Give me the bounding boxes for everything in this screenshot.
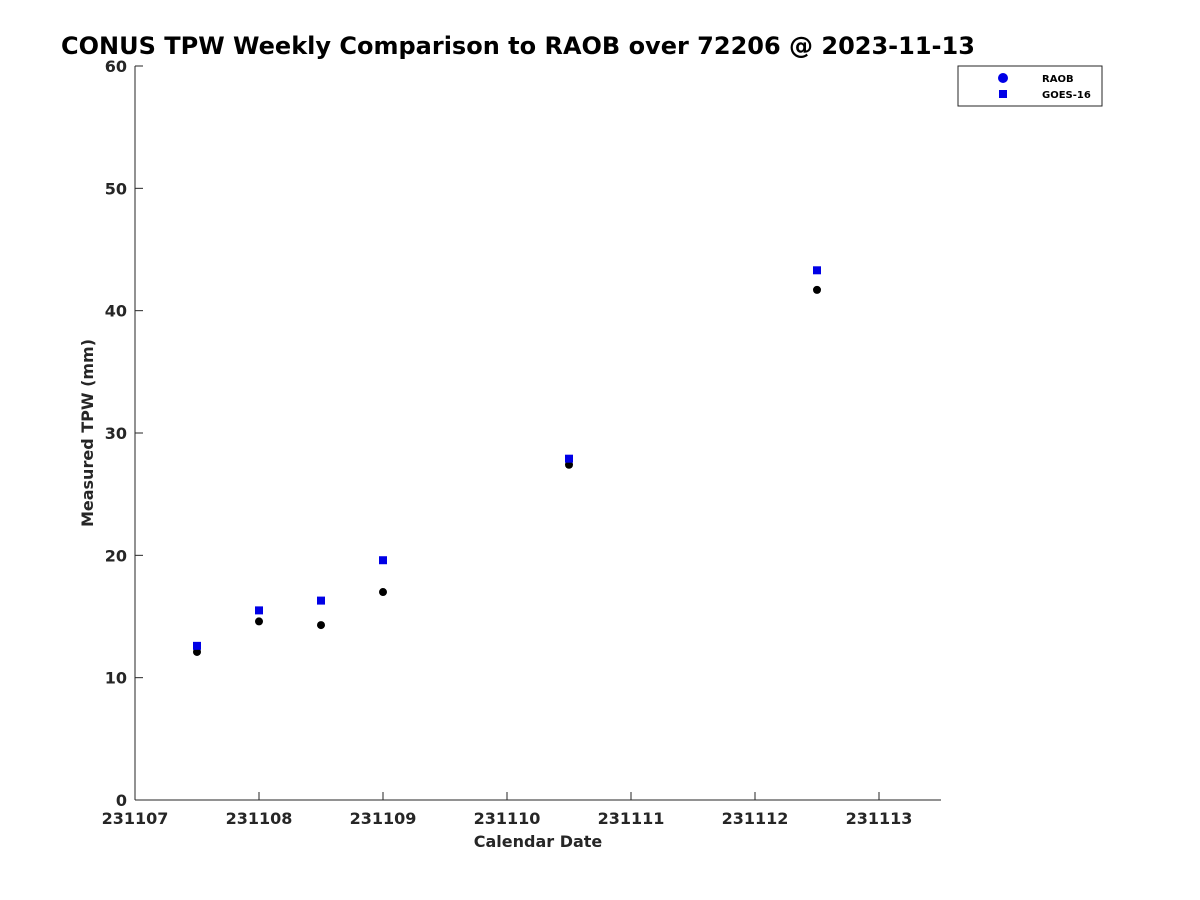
- data-point: [193, 641, 201, 650]
- data-point: [317, 596, 325, 605]
- chart-title: CONUS TPW Weekly Comparison to RAOB over…: [61, 32, 975, 60]
- series-goes-16: [193, 266, 821, 650]
- y-tick-label: 20: [105, 546, 127, 565]
- y-tick-label: 0: [116, 791, 127, 810]
- x-axis-label: Calendar Date: [474, 832, 603, 851]
- legend: RAOB GOES-16: [957, 65, 1103, 107]
- x-tick-label: 231107: [102, 809, 169, 828]
- y-tick-label: 30: [105, 424, 127, 443]
- y-axis-label: Measured TPW (mm): [78, 339, 97, 527]
- x-tick-label: 231112: [722, 809, 789, 828]
- y-tick-label: 10: [105, 669, 127, 688]
- legend-marker: [998, 73, 1008, 83]
- x-tick-label: 231108: [226, 809, 293, 828]
- legend-box: [957, 65, 1103, 107]
- data-point: [317, 621, 325, 630]
- data-point: [813, 266, 821, 275]
- data-point: [255, 617, 263, 626]
- legend-marker: [999, 90, 1007, 98]
- data-point: [193, 647, 201, 656]
- x-tick-label: 231109: [350, 809, 417, 828]
- plot-axes: 0 10 20 30 40 50 60 231107 231108 231109 231110 231…: [102, 57, 941, 828]
- series-raob: [193, 285, 821, 656]
- y-tick-label: 60: [105, 57, 127, 76]
- data-point: [565, 460, 573, 469]
- y-tick-label: 40: [105, 302, 127, 321]
- x-tick-label: 231110: [474, 809, 541, 828]
- x-tick-label: 231111: [598, 809, 665, 828]
- data-point: [565, 454, 573, 463]
- data-point: [379, 556, 387, 565]
- plot-marks: [193, 266, 821, 656]
- legend-label: RAOB: [1042, 74, 1074, 85]
- data-point: [379, 588, 387, 597]
- data-point: [813, 285, 821, 294]
- x-tick-label: 231113: [846, 809, 913, 828]
- data-point: [255, 606, 263, 615]
- y-tick-label: 50: [105, 179, 127, 198]
- legend-label: GOES-16: [1042, 90, 1091, 101]
